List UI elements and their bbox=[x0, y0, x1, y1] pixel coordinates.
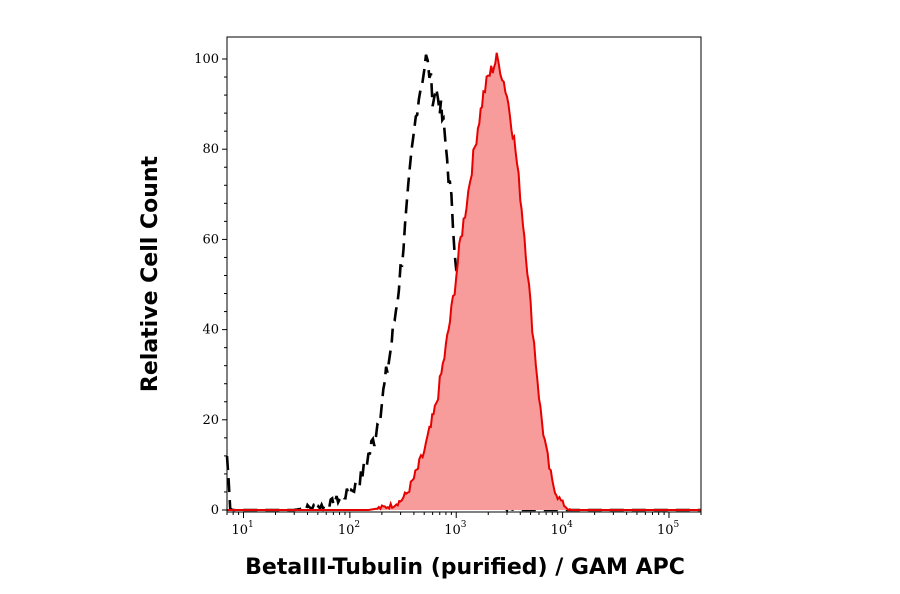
x-tick-label: 103 bbox=[444, 520, 467, 538]
axes: 0 20 40 60 80 100 101 102 103 104 105 bbox=[194, 52, 702, 538]
plot-frame bbox=[226, 36, 702, 513]
y-tick-label: 60 bbox=[202, 232, 219, 247]
x-tick-label: 101 bbox=[231, 520, 253, 538]
x-tick-label: 104 bbox=[551, 520, 574, 538]
y-tick-label: 20 bbox=[202, 413, 219, 428]
y-tick-label: 0 bbox=[211, 503, 219, 518]
y-tick-label: 80 bbox=[202, 142, 219, 157]
series-1-fill bbox=[227, 52, 701, 511]
y-tick-label: 40 bbox=[202, 323, 219, 338]
series-1-line bbox=[227, 52, 701, 512]
y-axis-title: Relative Cell Count bbox=[138, 155, 163, 392]
x-axis-title: BetaIII-Tubulin (purified) / GAM APC bbox=[245, 555, 685, 580]
plot-area bbox=[225, 52, 701, 514]
x-tick-label: 102 bbox=[338, 520, 360, 538]
x-tick-label: 105 bbox=[657, 520, 680, 538]
y-tick-label: 100 bbox=[194, 52, 219, 67]
